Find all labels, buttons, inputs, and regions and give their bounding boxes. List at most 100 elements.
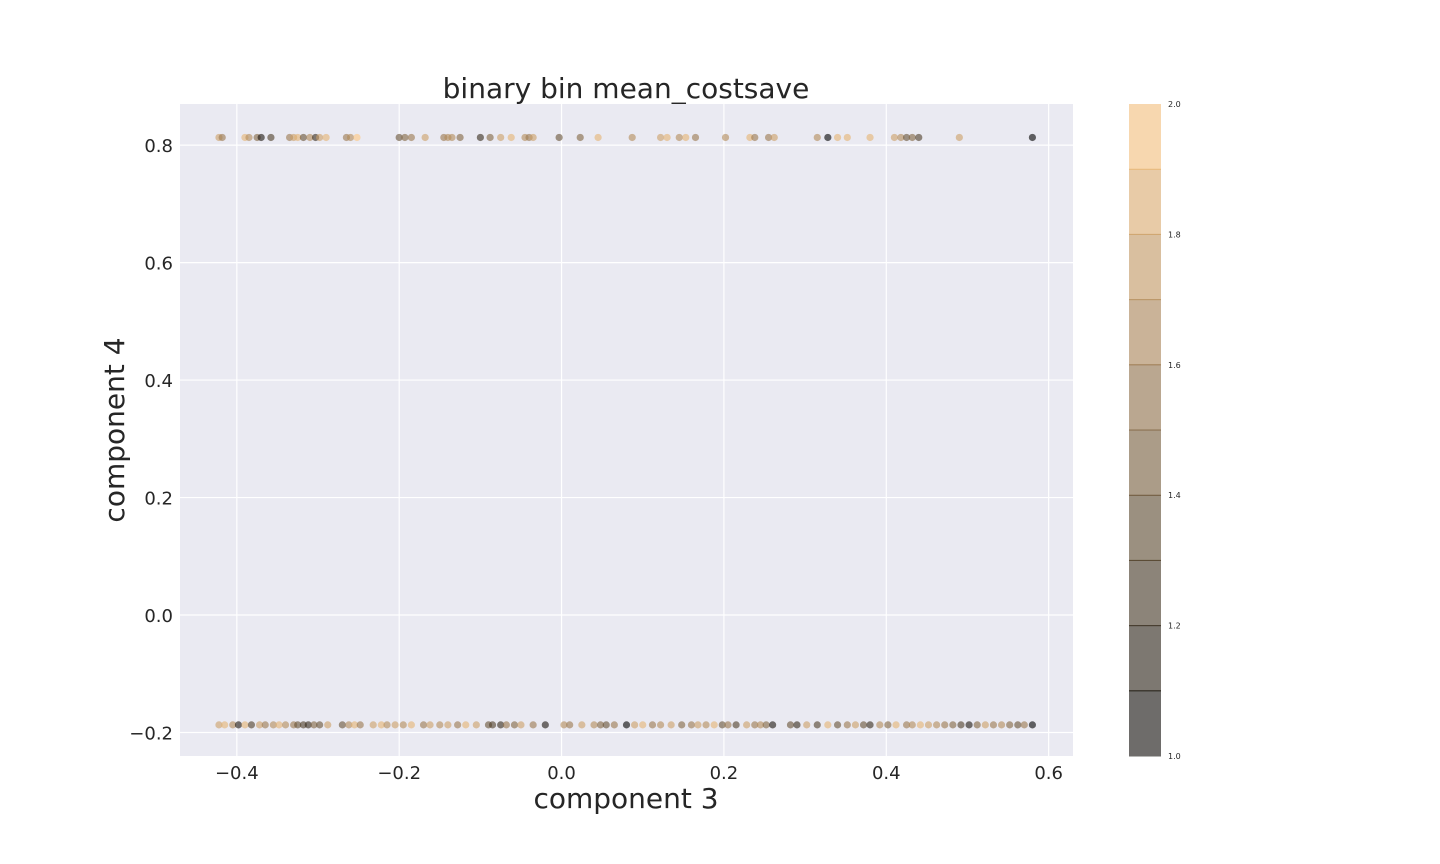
data-point <box>566 721 574 729</box>
data-point <box>756 721 765 729</box>
colorbar: 1.0 1.2 1.4 1.6 1.8 2.0 <box>1129 100 1181 761</box>
data-point <box>294 721 302 729</box>
data-point <box>924 721 933 729</box>
data-point <box>488 721 497 729</box>
data-point <box>454 721 462 729</box>
data-point <box>421 133 429 142</box>
x-axis-ticks: −0.4 −0.2 0.0 0.2 0.4 0.6 <box>215 763 1063 784</box>
data-point <box>369 721 377 729</box>
data-point <box>221 721 229 729</box>
colorbar-band <box>1129 364 1161 431</box>
data-point <box>908 133 916 142</box>
data-point <box>1028 721 1037 729</box>
data-point <box>462 721 470 729</box>
data-point <box>851 721 860 729</box>
data-point <box>255 721 264 729</box>
data-point <box>833 721 842 729</box>
data-point <box>560 721 568 729</box>
data-point <box>1028 133 1037 142</box>
data-point <box>497 721 505 729</box>
data-point <box>656 133 665 142</box>
data-points <box>215 133 1037 729</box>
y-tick-label: 0.2 <box>144 489 173 510</box>
data-point <box>702 721 710 729</box>
y-tick-label: 0.6 <box>144 254 173 275</box>
data-point <box>267 133 275 142</box>
data-point <box>648 721 657 729</box>
data-point <box>234 721 243 729</box>
data-point <box>294 133 302 142</box>
data-point <box>218 133 226 142</box>
data-point <box>245 133 253 142</box>
data-point <box>631 721 639 729</box>
data-point <box>229 721 237 729</box>
data-point <box>610 721 618 729</box>
colorbar-band <box>1129 299 1161 366</box>
x-tick-label: −0.4 <box>215 763 259 784</box>
data-point <box>764 133 773 142</box>
data-point <box>687 721 696 729</box>
data-point <box>353 133 361 142</box>
data-point <box>541 721 549 729</box>
data-point <box>884 721 892 729</box>
data-point <box>316 721 324 729</box>
data-point <box>949 721 957 729</box>
data-point <box>678 721 686 729</box>
data-point <box>694 721 702 729</box>
data-point <box>859 721 868 729</box>
x-tick-label: 0.0 <box>547 763 576 784</box>
data-point <box>751 721 759 729</box>
data-point <box>769 721 777 729</box>
data-point <box>578 721 586 729</box>
data-point <box>407 133 415 142</box>
data-point <box>356 721 364 729</box>
data-point <box>395 133 403 142</box>
data-point <box>866 133 874 142</box>
y-tick-label: 0.4 <box>144 371 173 392</box>
data-point <box>843 721 851 729</box>
data-point <box>1014 721 1022 729</box>
data-point <box>456 133 464 142</box>
data-point <box>602 721 610 729</box>
colorbar-band <box>1129 104 1161 170</box>
data-point <box>813 721 821 729</box>
data-point <box>502 721 510 729</box>
data-point <box>497 133 505 142</box>
data-point <box>786 721 795 729</box>
data-point <box>732 721 740 729</box>
data-point <box>324 721 332 729</box>
data-point <box>721 133 730 142</box>
data-point <box>691 133 700 142</box>
data-point <box>933 721 941 729</box>
data-point <box>444 721 452 729</box>
data-point <box>902 721 911 729</box>
data-point <box>997 721 1006 729</box>
data-point <box>762 721 770 729</box>
colorbar-tick-label: 1.4 <box>1168 491 1181 500</box>
data-point <box>486 133 494 142</box>
data-point <box>667 721 675 729</box>
data-point <box>350 721 359 729</box>
data-point <box>299 133 307 142</box>
data-point <box>517 721 525 729</box>
data-point <box>596 721 605 729</box>
data-point <box>915 133 923 142</box>
data-point <box>472 721 480 729</box>
data-point <box>399 721 407 729</box>
data-point <box>824 721 832 729</box>
data-point <box>803 721 811 729</box>
data-point <box>628 133 636 142</box>
data-point <box>675 133 683 142</box>
y-tick-label: −0.2 <box>129 724 173 745</box>
colorbar-tick-label: 2.0 <box>1168 100 1181 109</box>
grid-lines <box>180 104 1073 756</box>
data-point <box>241 721 249 729</box>
data-point <box>793 721 801 729</box>
colorbar-band <box>1129 625 1161 692</box>
data-point <box>426 721 434 729</box>
data-point <box>391 721 399 729</box>
data-point <box>269 721 277 729</box>
data-point <box>401 133 409 142</box>
x-tick-label: 0.2 <box>710 763 739 784</box>
data-point <box>892 721 900 729</box>
